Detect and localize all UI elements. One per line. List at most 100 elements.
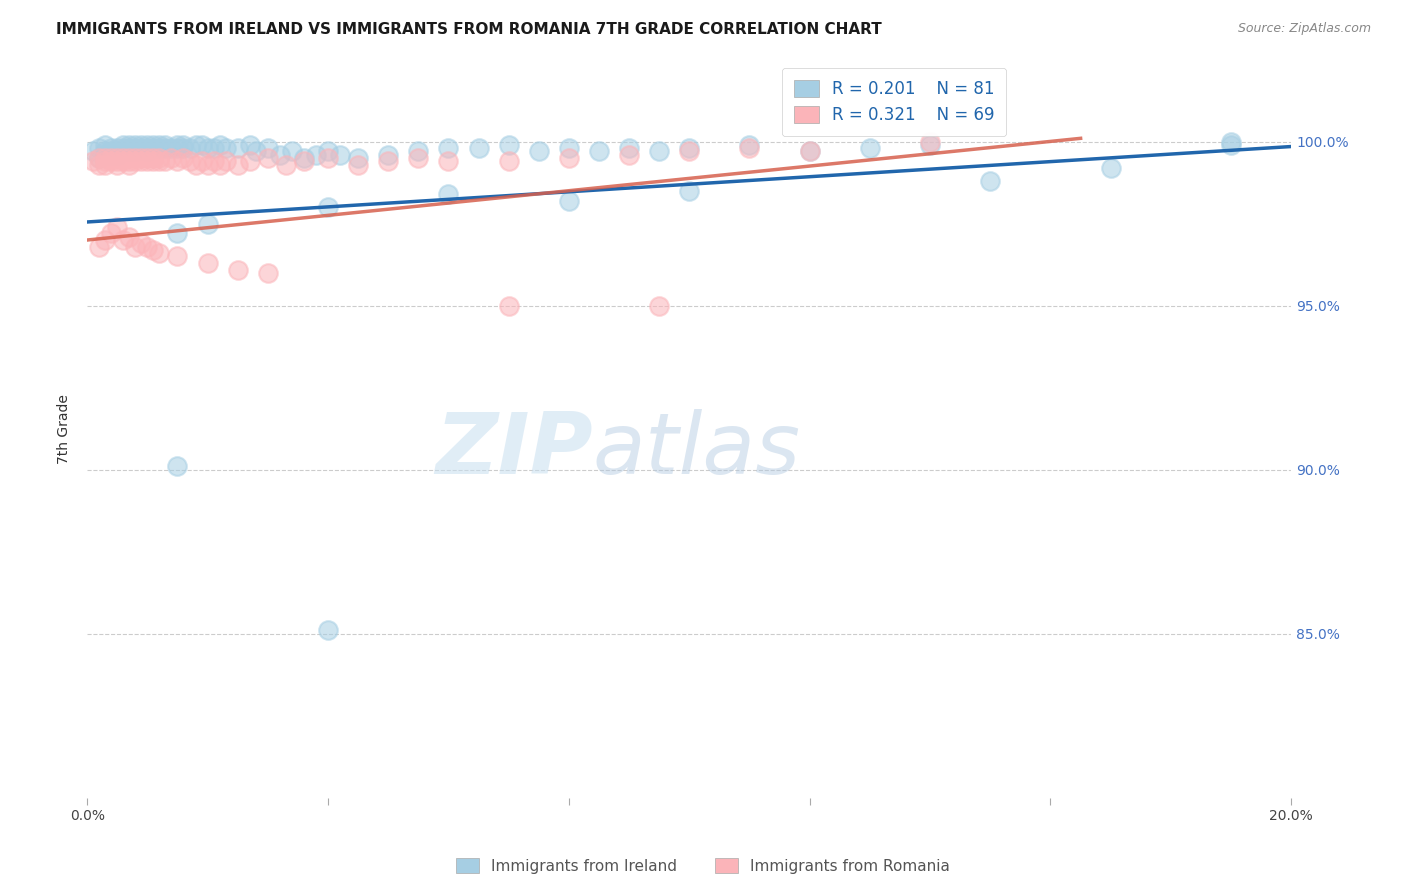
Point <box>124 239 146 253</box>
Point <box>859 141 882 155</box>
Point <box>112 233 135 247</box>
Point <box>155 154 177 169</box>
Point <box>94 151 117 165</box>
Point <box>377 154 399 169</box>
Point <box>131 151 153 165</box>
Point <box>498 154 520 169</box>
Point <box>347 151 370 165</box>
Point <box>160 141 183 155</box>
Point <box>179 154 201 169</box>
Point <box>648 145 671 159</box>
Point <box>105 145 128 159</box>
Point <box>112 154 135 169</box>
Point <box>678 184 700 198</box>
Point <box>256 266 278 280</box>
Point <box>239 154 262 169</box>
Y-axis label: 7th Grade: 7th Grade <box>58 393 72 464</box>
Point <box>89 141 111 155</box>
Point <box>124 137 146 152</box>
Point <box>292 154 315 169</box>
Point <box>105 141 128 155</box>
Point <box>588 145 610 159</box>
Point <box>105 219 128 234</box>
Point <box>437 154 460 169</box>
Point <box>136 151 159 165</box>
Point <box>142 151 165 165</box>
Point <box>184 157 207 171</box>
Point <box>112 137 135 152</box>
Point <box>316 624 339 638</box>
Point <box>197 141 219 155</box>
Point <box>148 154 170 169</box>
Point <box>124 154 146 169</box>
Point <box>190 154 212 169</box>
Point <box>105 151 128 165</box>
Point <box>142 243 165 257</box>
Point <box>408 145 430 159</box>
Point <box>131 236 153 251</box>
Point <box>166 227 188 241</box>
Point <box>124 141 146 155</box>
Point <box>269 147 291 161</box>
Point <box>105 157 128 171</box>
Text: IMMIGRANTS FROM IRELAND VS IMMIGRANTS FROM ROMANIA 7TH GRADE CORRELATION CHART: IMMIGRANTS FROM IRELAND VS IMMIGRANTS FR… <box>56 22 882 37</box>
Point <box>648 299 671 313</box>
Point <box>173 141 195 155</box>
Point <box>105 147 128 161</box>
Point <box>305 147 328 161</box>
Point <box>136 141 159 155</box>
Point <box>131 154 153 169</box>
Point <box>214 154 236 169</box>
Point <box>214 141 236 155</box>
Point <box>160 151 183 165</box>
Text: atlas: atlas <box>593 409 801 492</box>
Point <box>1220 137 1243 152</box>
Point <box>89 151 111 165</box>
Point <box>155 141 177 155</box>
Point <box>292 151 315 165</box>
Point <box>920 137 942 152</box>
Point <box>498 299 520 313</box>
Point <box>256 151 278 165</box>
Point <box>112 151 135 165</box>
Point <box>467 141 489 155</box>
Point <box>979 174 1001 188</box>
Point <box>527 145 550 159</box>
Point <box>166 137 188 152</box>
Point <box>131 137 153 152</box>
Point <box>274 157 297 171</box>
Point <box>678 145 700 159</box>
Point <box>148 141 170 155</box>
Point <box>281 145 304 159</box>
Point <box>617 147 640 161</box>
Point <box>184 137 207 152</box>
Point <box>498 137 520 152</box>
Text: ZIP: ZIP <box>436 409 593 492</box>
Point <box>100 227 122 241</box>
Point <box>558 151 581 165</box>
Point <box>239 137 262 152</box>
Legend: R = 0.201    N = 81, R = 0.321    N = 69: R = 0.201 N = 81, R = 0.321 N = 69 <box>782 68 1007 136</box>
Point <box>105 154 128 169</box>
Point <box>437 141 460 155</box>
Point <box>94 157 117 171</box>
Point <box>89 151 111 165</box>
Point <box>112 145 135 159</box>
Point <box>437 187 460 202</box>
Point <box>142 137 165 152</box>
Point <box>408 151 430 165</box>
Point <box>155 137 177 152</box>
Point <box>89 239 111 253</box>
Point <box>173 137 195 152</box>
Point <box>112 141 135 155</box>
Point <box>166 141 188 155</box>
Point <box>142 141 165 155</box>
Point <box>118 154 141 169</box>
Point <box>347 157 370 171</box>
Point <box>94 147 117 161</box>
Point <box>148 151 170 165</box>
Point <box>329 147 352 161</box>
Point <box>118 151 141 165</box>
Point <box>316 200 339 214</box>
Point <box>94 137 117 152</box>
